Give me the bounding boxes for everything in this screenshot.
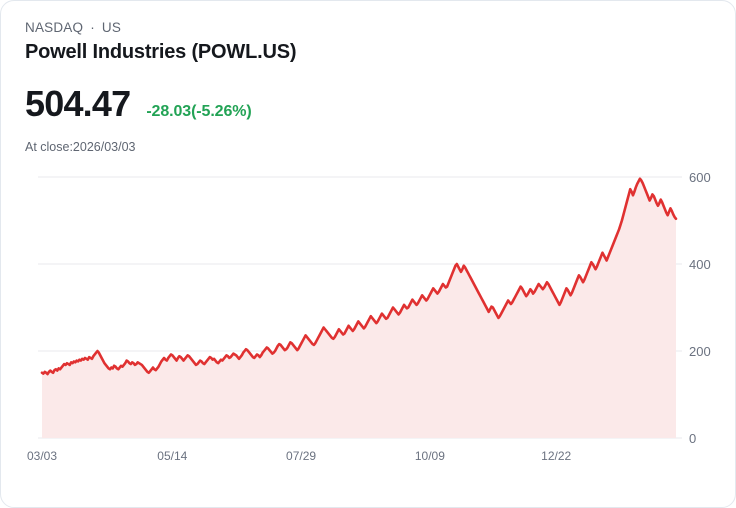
x-axis-tick-label: 03/03 — [27, 449, 57, 463]
exchange-label: NASDAQ — [25, 20, 84, 35]
y-axis-tick-label: 400 — [689, 257, 711, 272]
price-change: -28.03(-5.26%) — [146, 103, 252, 120]
page-title: Powell Industries (POWL.US) — [25, 41, 297, 63]
price-chart-svg: 0 200 400 600 03/03 05/14 07/29 10/09 12/22 — [27, 170, 711, 463]
x-axis-tick-label: 07/29 — [286, 449, 316, 463]
x-axis-tick-label: 10/09 — [415, 449, 445, 463]
price-value: 504.47 — [25, 83, 131, 124]
price-area — [42, 178, 676, 439]
y-axis-tick-label: 0 — [689, 431, 696, 446]
exchange-row: NASDAQ · US — [25, 19, 711, 37]
price-line — [40, 177, 678, 376]
price-chart[interactable]: 0 200 400 600 03/03 05/14 07/29 10/09 12/22 — [1, 161, 735, 471]
y-axis-tick-label: 600 — [689, 170, 711, 185]
x-axis-tick-label: 05/14 — [157, 449, 187, 463]
x-axis-labels: 03/03 05/14 07/29 10/09 12/22 — [27, 449, 572, 463]
y-axis-labels: 0 200 400 600 — [689, 170, 711, 446]
separator-dot: · — [90, 20, 95, 35]
close-info: At close:2026/03/03 — [25, 140, 136, 154]
y-axis-tick-label: 200 — [689, 344, 711, 359]
quote-header: NASDAQ · US Powell Industries (POWL.US) … — [25, 19, 711, 155]
region-label: US — [101, 20, 122, 35]
x-axis-tick-label: 12/22 — [541, 449, 571, 463]
price-row: 504.47 -28.03(-5.26%) — [25, 83, 711, 125]
